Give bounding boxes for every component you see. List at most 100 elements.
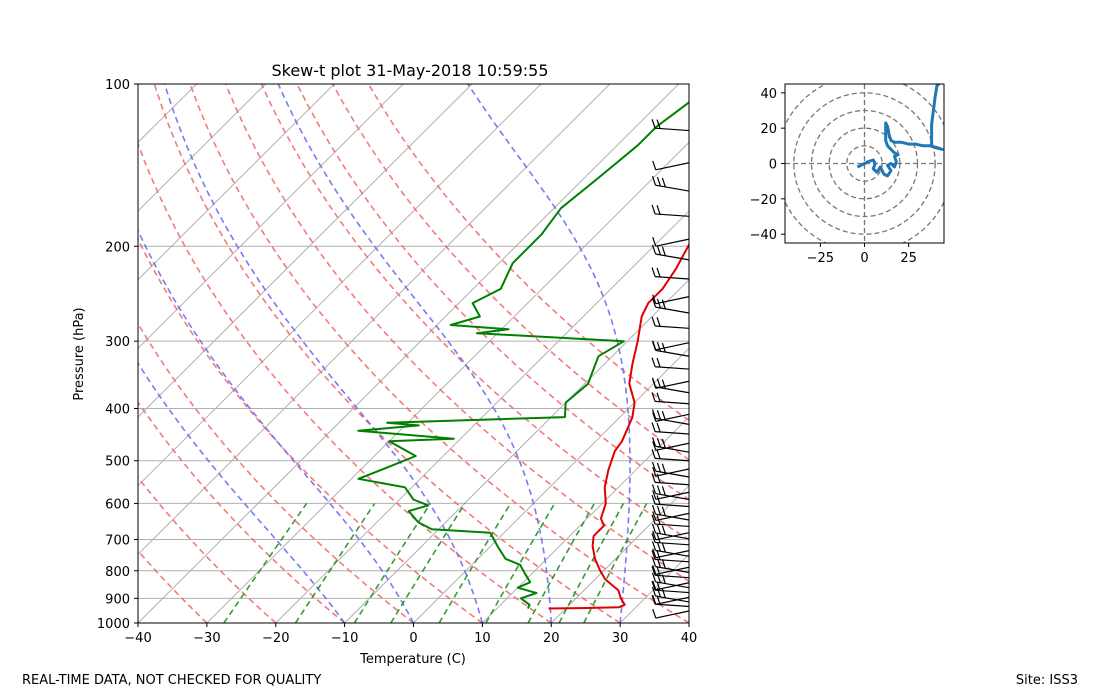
y-tick-label: 200 [105, 240, 130, 255]
wind-barb-feather [656, 495, 661, 505]
wind-barb [652, 580, 690, 591]
wind-barb-feather [656, 485, 662, 495]
wind-barb [652, 441, 690, 451]
wind-barb [652, 595, 690, 605]
dry-adiabat [296, 84, 689, 501]
wind-barb-feather [651, 557, 657, 567]
wind-barb-shaft [655, 457, 690, 462]
wind-barb-feather [661, 506, 666, 517]
wind-barb-shaft [655, 413, 690, 422]
wind-barb [651, 449, 690, 462]
dry-adiabat [367, 84, 689, 422]
y-tick-label: 500 [105, 455, 130, 470]
wind-barb-feather [656, 410, 662, 420]
y-tick-label: 1000 [97, 617, 130, 632]
wind-barb [652, 548, 690, 559]
x-tick-label: 20 [543, 631, 560, 646]
wind-barb [651, 175, 690, 192]
wind-barb-shaft [655, 503, 690, 508]
wind-barb [651, 550, 690, 563]
isotherm [550, 484, 689, 623]
skewt-y-axis-label: Pressure (hPa) [72, 307, 87, 400]
mixing-ratio-line [223, 502, 308, 623]
dry-adiabat [138, 141, 552, 623]
wind-barb-feather [652, 237, 657, 247]
skewt-frame [137, 83, 690, 624]
isotherm [482, 416, 689, 623]
wind-barb-feather [656, 317, 661, 327]
skewt-chart: Skew-t plot 31-May-2018 10:59:55 −40 −30−… [72, 61, 697, 667]
wind-barbs [651, 118, 690, 619]
mixing-ratio-line [390, 502, 466, 623]
wind-barb-shaft [655, 213, 690, 217]
isotherm [275, 210, 689, 623]
wind-barb-shaft [655, 306, 690, 314]
wind-barb-shaft [655, 595, 690, 603]
wind-barb [651, 244, 690, 261]
wind-barb-feather [661, 438, 666, 449]
moist-adiabat [277, 84, 553, 623]
wind-barb [652, 466, 690, 477]
wind-barb-feather [652, 160, 657, 171]
wind-barb-shaft [655, 603, 690, 608]
isotherm [138, 84, 473, 418]
wind-barb [652, 340, 690, 351]
dry-adiabat [260, 84, 689, 541]
wind-barb-feather [656, 542, 662, 552]
wind-barb-feather [651, 504, 657, 515]
hodograph-x-axis: −25 0 25 [807, 243, 917, 266]
wind-barb [652, 160, 690, 171]
wind-barb-shaft [655, 431, 690, 435]
wind-barb-feather [656, 392, 661, 402]
moist-adiabat [163, 84, 484, 623]
isotherm [138, 84, 680, 623]
wind-barb [651, 297, 690, 314]
wind-barb-shaft [655, 610, 690, 619]
wind-barb [652, 379, 690, 389]
y-tick-label: 100 [105, 78, 130, 93]
wind-barb-feather [661, 486, 666, 496]
y-tick-label: 800 [105, 565, 130, 580]
dry-adiabat [138, 237, 483, 623]
wind-barb-shaft [655, 325, 690, 329]
wind-barb-shaft [655, 386, 690, 394]
wind-barb-shaft [655, 512, 690, 522]
y-tick-label: 600 [105, 497, 130, 512]
skewt-series-layer [357, 101, 689, 610]
wind-barb-feather [652, 340, 657, 350]
wind-barb-feather [651, 244, 657, 255]
wind-barb-shaft [655, 417, 690, 425]
wind-barb-shaft [655, 596, 690, 605]
wind-barb [651, 409, 690, 425]
x-tick-label: −40 [124, 631, 151, 646]
skewt-title: Skew-t plot 31-May-2018 10:59:55 [271, 61, 548, 80]
wind-barb-feather [651, 514, 656, 525]
isotherm [138, 84, 404, 350]
wind-barb-feather [661, 410, 666, 421]
wind-barb-feather [651, 392, 656, 402]
wind-barb-feather [651, 449, 656, 459]
isotherm [344, 278, 689, 623]
wind-barb [651, 533, 690, 546]
wind-barb-shaft [655, 574, 690, 579]
wind-barb [651, 267, 690, 280]
wind-barb-feather [651, 422, 656, 432]
wind-barb-feather [651, 473, 656, 483]
wind-barb-shaft [655, 566, 690, 574]
wind-barb-feather [652, 580, 657, 591]
y-tick-label: 300 [105, 335, 130, 350]
wind-barb-feather [656, 267, 661, 278]
wind-barb-feather [656, 176, 662, 187]
wind-barb [651, 461, 690, 478]
wind-barb-feather [656, 245, 662, 256]
isotherm [413, 347, 689, 623]
wind-barb-shaft [655, 582, 690, 591]
dry-adiabat [138, 476, 277, 623]
dry-adiabat [224, 84, 689, 583]
moist-adiabat [138, 361, 346, 623]
wind-barb-shaft [655, 400, 690, 405]
hodograph-plot-area [785, 84, 944, 243]
wind-barb [651, 494, 690, 508]
wind-barb [651, 392, 690, 405]
